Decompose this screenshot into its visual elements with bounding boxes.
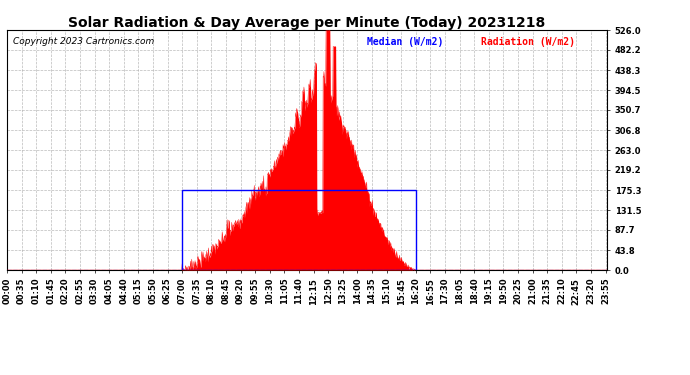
Title: Solar Radiation & Day Average per Minute (Today) 20231218: Solar Radiation & Day Average per Minute… (68, 16, 546, 30)
Text: Radiation (W/m2): Radiation (W/m2) (481, 37, 575, 47)
Text: Median (W/m2): Median (W/m2) (367, 37, 444, 47)
Text: Copyright 2023 Cartronics.com: Copyright 2023 Cartronics.com (13, 37, 154, 46)
Bar (182, 190, 415, 270)
